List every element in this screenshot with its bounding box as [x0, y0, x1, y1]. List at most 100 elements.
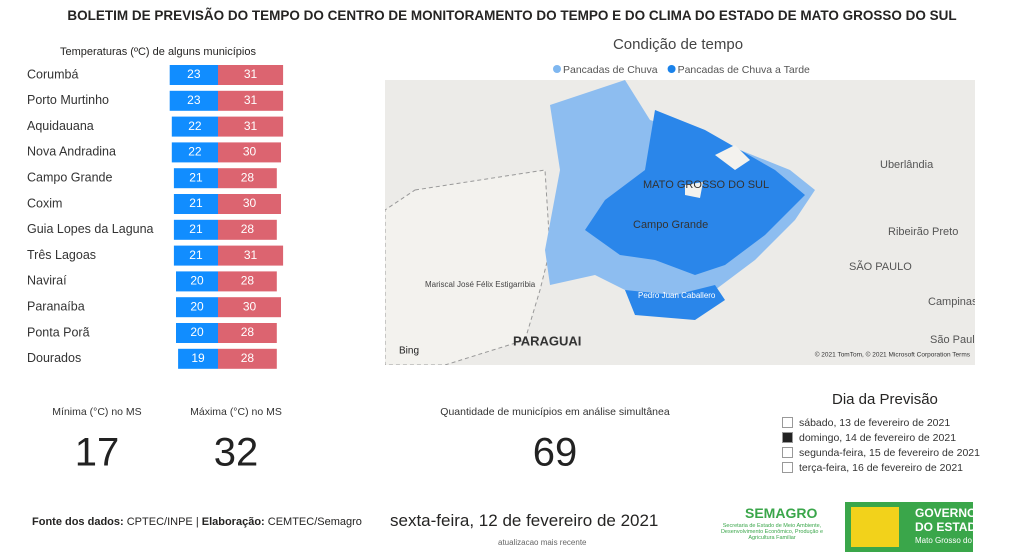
data-label: 20: [190, 274, 204, 288]
data-label: 31: [244, 119, 258, 133]
bar: [218, 142, 281, 163]
legend-label: Pancadas de Chuva a Tarde: [678, 64, 810, 76]
bar: [173, 168, 218, 189]
data-label: 30: [243, 145, 257, 159]
legend-dot: [667, 65, 676, 73]
data-label: 28: [241, 222, 255, 236]
data-label: 31: [244, 93, 258, 107]
logo-title: SEMAGRO: [745, 505, 818, 521]
checkbox[interactable]: [782, 447, 793, 458]
logo-line: GOVERNO: [915, 506, 977, 520]
logo-line: Mato Grosso do Sul: [915, 536, 986, 545]
map-label: Pedro Juan Caballero: [638, 291, 716, 300]
date-note: atualizacao mais recente: [498, 538, 587, 547]
kpi-value: 69: [533, 431, 578, 475]
data-label: 21: [189, 222, 203, 236]
data-label: 20: [190, 299, 204, 313]
chart-title: Temperaturas (ºC) de alguns municípios: [60, 46, 256, 58]
data-label: 22: [188, 119, 202, 133]
data-label: 19: [191, 351, 205, 365]
bar: [173, 219, 218, 240]
data-label: 28: [241, 325, 255, 339]
bar: [176, 323, 218, 343]
bar: [218, 65, 284, 85]
kpi-label: Quantidade de municípios em análise simu…: [440, 406, 670, 418]
map-label: SÃO PAULO: [849, 260, 912, 273]
category-label: Ponta Porã: [27, 325, 90, 339]
bar: [169, 65, 218, 85]
legend-dot: [553, 65, 561, 73]
option-label: domingo, 14 de fevereiro de 2021: [799, 431, 957, 444]
map-label: MATO GROSSO DO SUL: [643, 179, 769, 191]
slicer-option[interactable]: terça-feira, 16 de fevereiro de 2021: [782, 460, 980, 475]
slicer: sábado, 13 de fevereiro de 2021 domingo, …: [782, 415, 980, 475]
logo-emblem: [851, 507, 899, 547]
kpi-label: Mínima (°C) no MS: [52, 406, 141, 418]
bar: [218, 116, 284, 137]
label: Elaboração:: [201, 516, 265, 528]
map-label: Campo Grande: [633, 219, 708, 231]
bar: [173, 194, 218, 214]
attribution: Bing: [399, 346, 419, 357]
option-label: segunda-feira, 15 de fevereiro de 2021: [799, 446, 980, 459]
label: Fonte dos dados:: [32, 516, 124, 528]
map-label: PARAGUAI: [513, 333, 581, 348]
bar: [176, 271, 218, 292]
category-label: Guia Lopes da Laguna: [27, 222, 154, 236]
date: sexta-feira, 12 de fevereiro de 2021: [390, 511, 659, 530]
data-label: 21: [189, 170, 203, 184]
bar: [169, 90, 218, 111]
bar: [171, 116, 218, 137]
map: Pancadas de Chuva Pancadas de Chuva a Tar…: [385, 64, 975, 365]
bar: [218, 348, 277, 369]
bar: [176, 297, 218, 318]
map-label: Mariscal José Félix Estigarribia: [425, 280, 536, 289]
bar: [218, 323, 277, 343]
data-label: 22: [188, 145, 202, 159]
data-label: 23: [187, 93, 201, 107]
data-label: 28: [241, 170, 255, 184]
category-label: Paranaíba: [27, 299, 85, 313]
gap: [685, 145, 750, 198]
data-label: 23: [187, 67, 201, 81]
bar: [218, 168, 277, 189]
report-title: BOLETIM DE PREVISÃO DO TEMPO DO CENTRO D…: [67, 8, 957, 23]
bar: [173, 245, 218, 266]
bar: [218, 245, 284, 266]
category-label: Campo Grande: [27, 170, 113, 184]
data-label: 20: [190, 325, 204, 339]
checkbox[interactable]: [782, 432, 793, 443]
legend-label: Pancadas de Chuva: [563, 64, 658, 76]
footer-source: Fonte dos dados: CPTEC/INPE | Elaboração…: [32, 516, 362, 528]
bar: [171, 142, 218, 163]
kpi-value: 32: [214, 431, 259, 475]
checkbox[interactable]: [782, 417, 793, 428]
text: CEMTEC/Semagro: [267, 516, 362, 528]
map-label: Uberlândia: [880, 159, 934, 171]
data-label: 30: [243, 299, 257, 313]
border: [385, 169, 551, 365]
category-label: Dourados: [27, 351, 81, 365]
logo-text: Secretaria de Estado de Meio Ambiente, D…: [720, 523, 824, 541]
slicer-option[interactable]: sábado, 13 de fevereiro de 2021: [782, 415, 980, 430]
logo-line: DO ESTADO: [915, 520, 986, 534]
text: CPTEC/INPE: [126, 516, 193, 528]
option-label: sábado, 13 de fevereiro de 2021: [799, 416, 951, 429]
data-label: 28: [241, 351, 255, 365]
checkbox[interactable]: [782, 462, 793, 473]
category-label: Aquidauana: [27, 119, 94, 133]
data-label: 21: [189, 248, 203, 262]
map-title: Condição de tempo: [612, 36, 744, 53]
category-label: Naviraí: [27, 274, 67, 288]
map-label: Campinas: [928, 296, 975, 308]
data-label: 28: [241, 274, 255, 288]
slicer-option[interactable]: segunda-feira, 15 de fevereiro de 2021: [782, 445, 980, 460]
separator: |: [195, 516, 199, 528]
region-dark: [625, 285, 725, 320]
option-label: terça-feira, 16 de fevereiro de 2021: [799, 461, 964, 474]
category-label: Corumbá: [27, 67, 78, 81]
bar-chart: Corumbá 23 31 Porto Murtinho 23 31 Aquidauana 2…: [27, 65, 284, 369]
slicer-option[interactable]: domingo, 14 de fevereiro de 2021: [782, 430, 980, 445]
category-label: Porto Murtinho: [27, 93, 109, 107]
kpi-value: 17: [75, 431, 120, 475]
